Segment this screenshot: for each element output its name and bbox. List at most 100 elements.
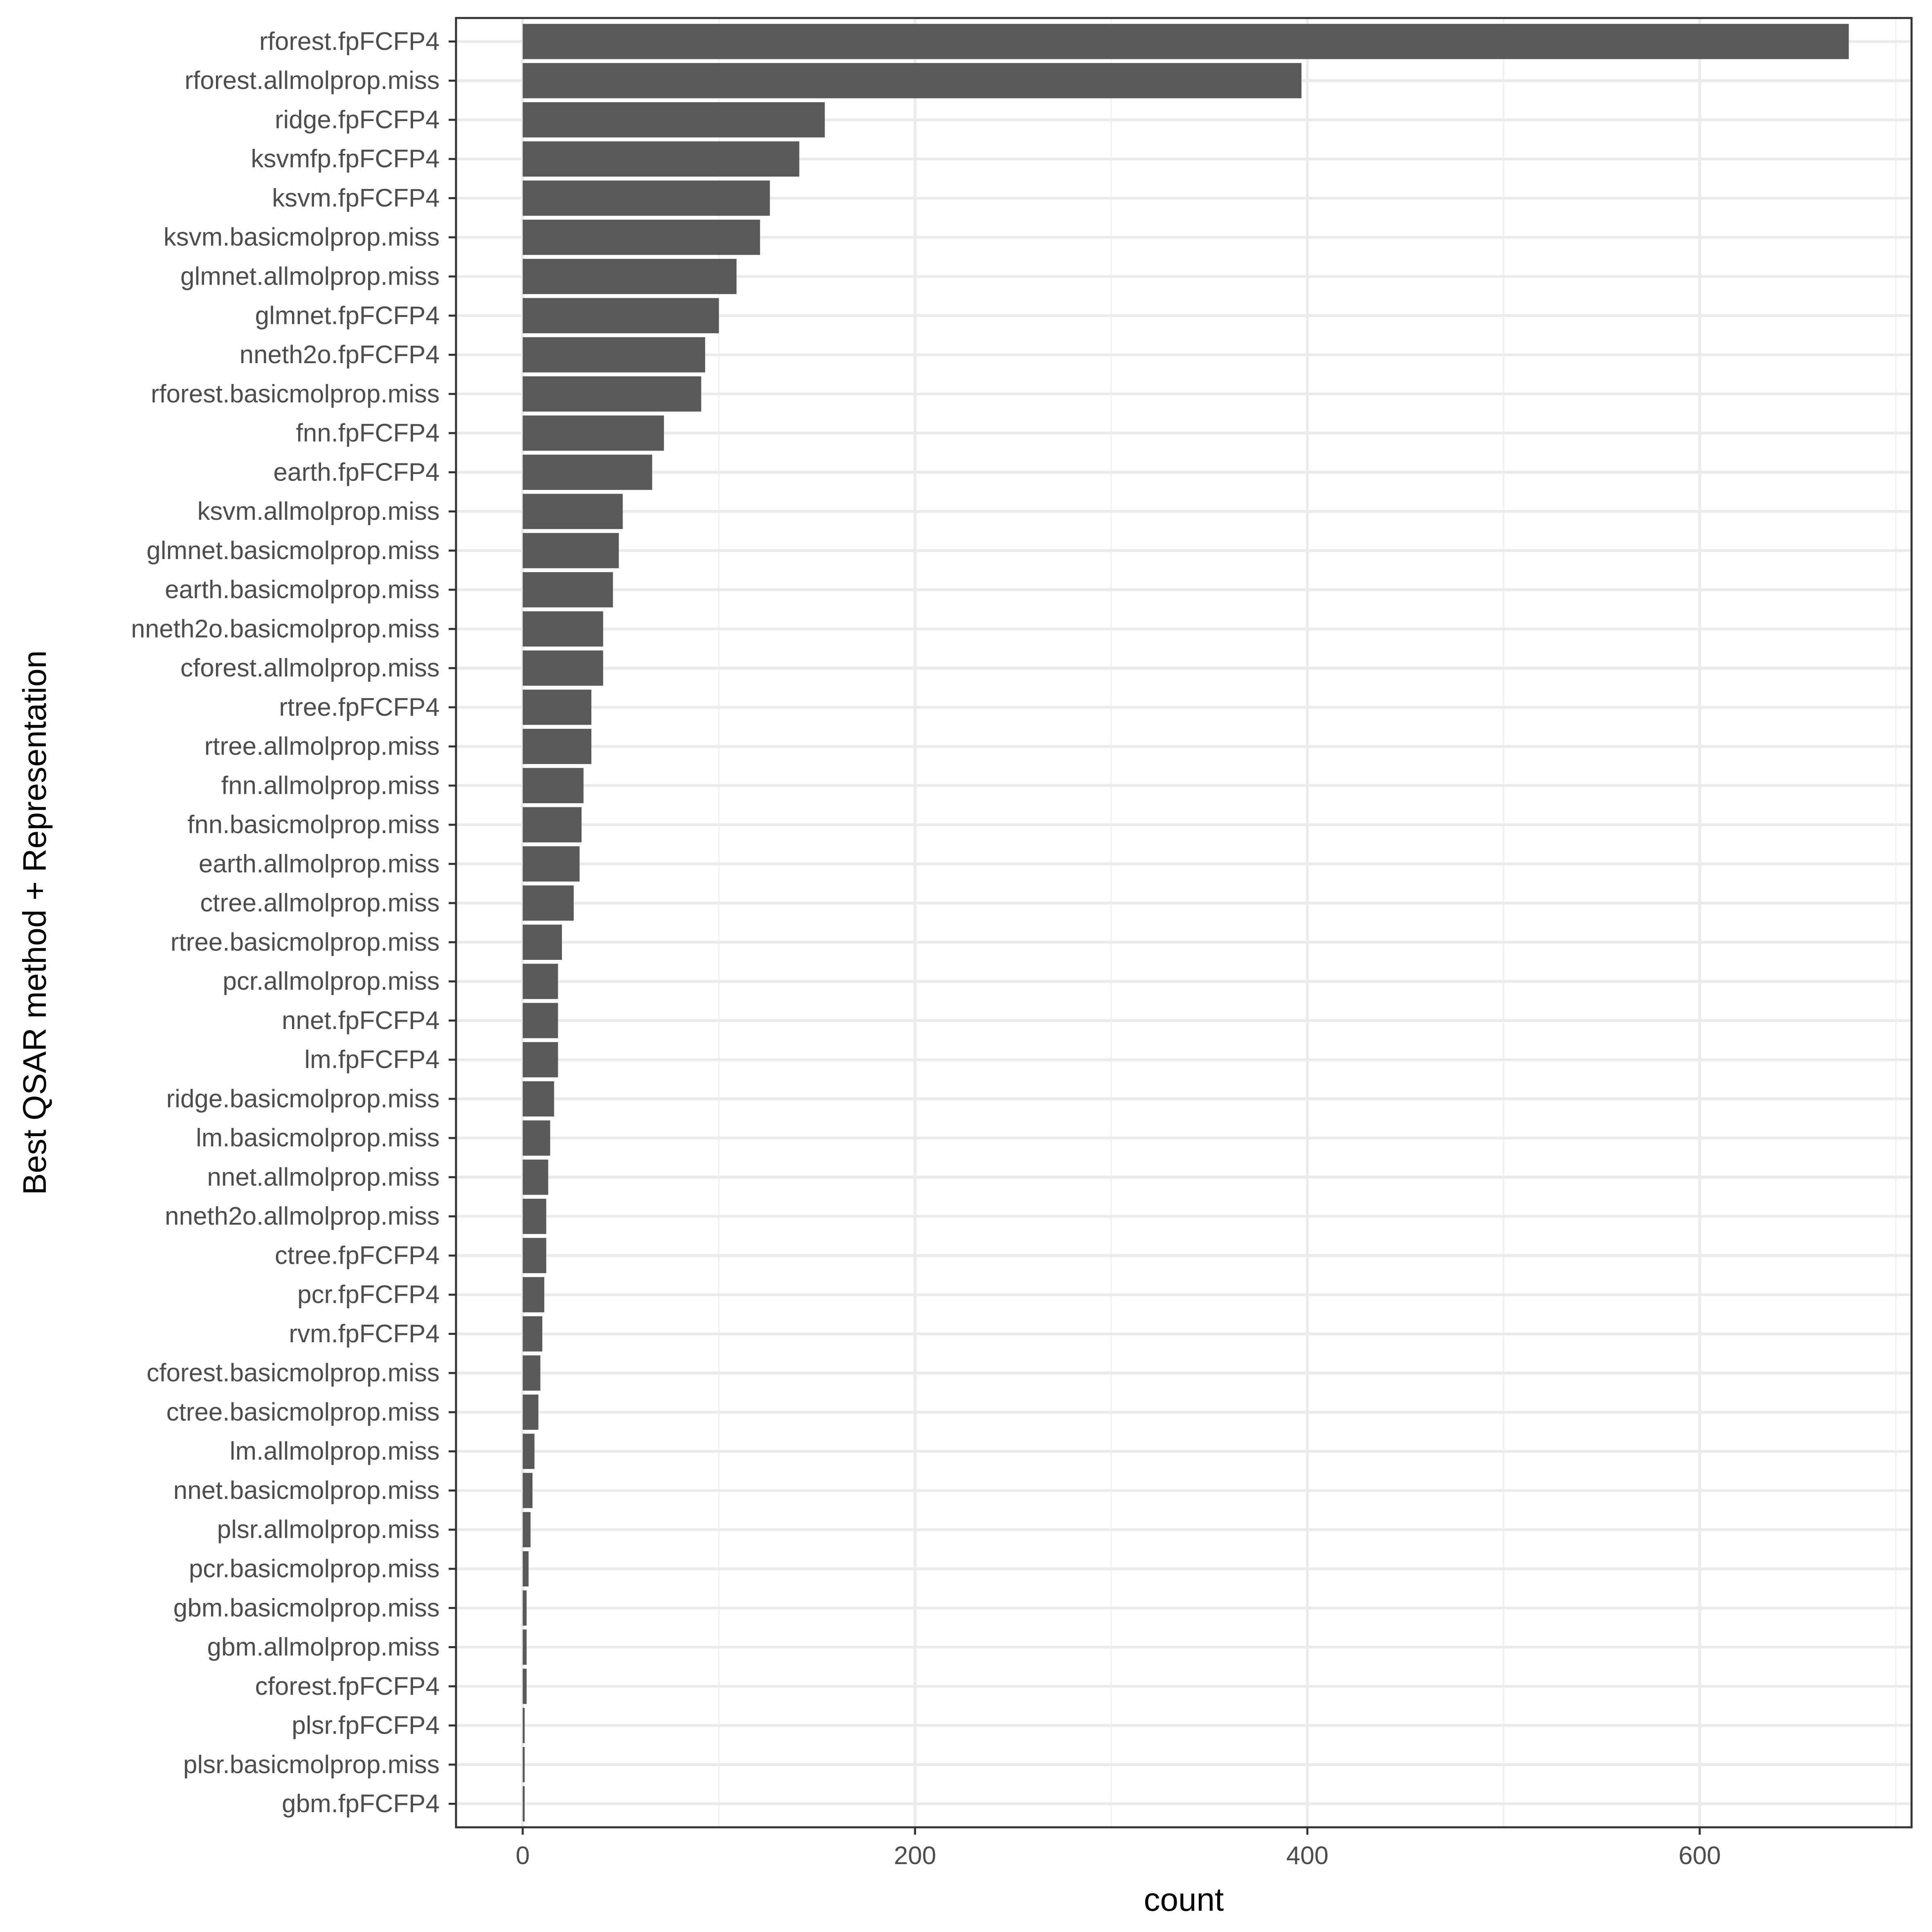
bar [523,1355,541,1391]
y-tick-label: ksvm.basicmolprop.miss [164,223,440,252]
bar [523,1394,539,1430]
bar [523,1786,525,1822]
bar [523,924,562,960]
y-tick-label: ctree.allmolprop.miss [200,889,440,917]
bars [523,24,1849,1822]
bar [523,690,591,725]
bar [523,1433,535,1469]
bar [523,1316,543,1352]
panel-border [455,17,1913,1829]
y-tick-label: glmnet.fpFCFP4 [255,301,440,330]
y-tick-label: gbm.basicmolprop.miss [173,1594,440,1622]
y-tick-label: pcr.allmolprop.miss [222,967,440,995]
y-tick-label: cforest.allmolprop.miss [180,654,440,682]
bar [523,650,603,686]
y-tick-label: plsr.basicmolprop.miss [183,1750,440,1779]
y-tick-label: rforest.fpFCFP4 [259,27,440,56]
y-axis-title: Best QSAR method + Representation [16,650,53,1195]
bar [523,533,619,568]
y-tick-label: nneth2o.basicmolprop.miss [131,615,440,643]
y-tick-label: ksvmfp.fpFCFP4 [251,145,440,173]
y-tick-label: fnn.fpFCFP4 [296,419,440,447]
y-tick-label: fnn.basicmolprop.miss [187,811,440,839]
bar [523,1473,533,1508]
bar [523,180,770,216]
bar [523,1238,546,1274]
y-tick-label: ctree.fpFCFP4 [275,1241,440,1269]
bar [523,454,652,490]
y-tick-label: glmnet.allmolprop.miss [180,263,440,291]
x-tick-label: 400 [1286,1842,1328,1870]
y-tick-label: rforest.allmolprop.miss [184,67,440,95]
y-tick-label: nneth2o.fpFCFP4 [240,341,440,369]
bar [523,337,705,373]
bar [523,1707,525,1743]
bar [523,1042,558,1078]
y-tick-label: rforest.basicmolprop.miss [151,380,440,408]
bar [523,1081,554,1117]
bar [523,1590,527,1626]
y-tick-label: cforest.fpFCFP4 [255,1672,440,1701]
bar [523,24,1849,59]
bar [523,1159,548,1195]
y-tick-label: lm.fpFCFP4 [304,1046,440,1074]
bar [523,298,719,333]
y-tick-label: rtree.allmolprop.miss [204,732,440,761]
y-tick-label: rvm.fpFCFP4 [289,1320,440,1348]
y-tick-label: nneth2o.allmolprop.miss [165,1202,440,1231]
y-tick-label: pcr.basicmolprop.miss [189,1555,440,1583]
y-tick-label: gbm.fpFCFP4 [282,1790,440,1818]
bar [523,1120,550,1156]
bar [523,611,603,647]
bar [523,102,825,138]
bar [523,415,664,451]
y-tick-label: plsr.fpFCFP4 [292,1712,440,1740]
x-tick-label: 600 [1678,1842,1721,1870]
bar [523,1747,525,1782]
y-tick-label: cforest.basicmolprop.miss [146,1359,440,1387]
y-tick-label: plsr.allmolprop.miss [217,1516,440,1544]
bar [523,729,591,764]
bar [523,220,760,255]
bar [523,1629,527,1665]
x-tick-label: 0 [516,1842,530,1870]
y-tick-label: earth.basicmolprop.miss [165,576,440,604]
bar [523,1277,544,1312]
bar [523,807,582,842]
bar [523,63,1302,99]
y-tick-label: pcr.fpFCFP4 [297,1281,440,1309]
x-tick-label: 200 [894,1842,936,1870]
y-axis: rforest.fpFCFP4 rforest.allmolprop.miss ri… [131,27,456,1818]
bar [523,768,584,803]
bar [523,1003,558,1038]
bar [523,1669,527,1704]
y-tick-label: rtree.fpFCFP4 [279,693,440,721]
x-axis-title: count [1144,1881,1224,1918]
y-tick-label: gbm.allmolprop.miss [207,1633,440,1661]
y-tick-label: fnn.allmolprop.miss [221,771,440,800]
bar [523,846,580,882]
bar [523,964,558,999]
y-tick-label: lm.basicmolprop.miss [196,1124,440,1152]
y-tick-label: ksvm.fpFCFP4 [272,184,440,212]
y-tick-label: nnet.allmolprop.miss [207,1163,440,1191]
y-tick-label: lm.allmolprop.miss [230,1437,440,1465]
y-tick-label: ksvm.allmolprop.miss [197,497,440,526]
y-tick-label: nnet.fpFCFP4 [282,1006,440,1035]
bar [523,258,737,294]
y-tick-label: glmnet.basicmolprop.miss [146,537,440,565]
bar [523,1199,546,1234]
bar [523,376,701,412]
bar [523,1551,529,1587]
bar [523,1512,531,1548]
bar [523,141,800,177]
y-tick-label: nnet.basicmolprop.miss [173,1476,440,1505]
bar [523,885,574,921]
y-tick-label: earth.fpFCFP4 [273,458,440,486]
y-tick-label: ridge.fpFCFP4 [275,106,440,134]
bar [523,494,623,529]
y-tick-label: earth.allmolprop.miss [199,850,440,878]
y-tick-label: ctree.basicmolprop.miss [166,1398,440,1426]
y-tick-label: rtree.basicmolprop.miss [171,928,440,956]
